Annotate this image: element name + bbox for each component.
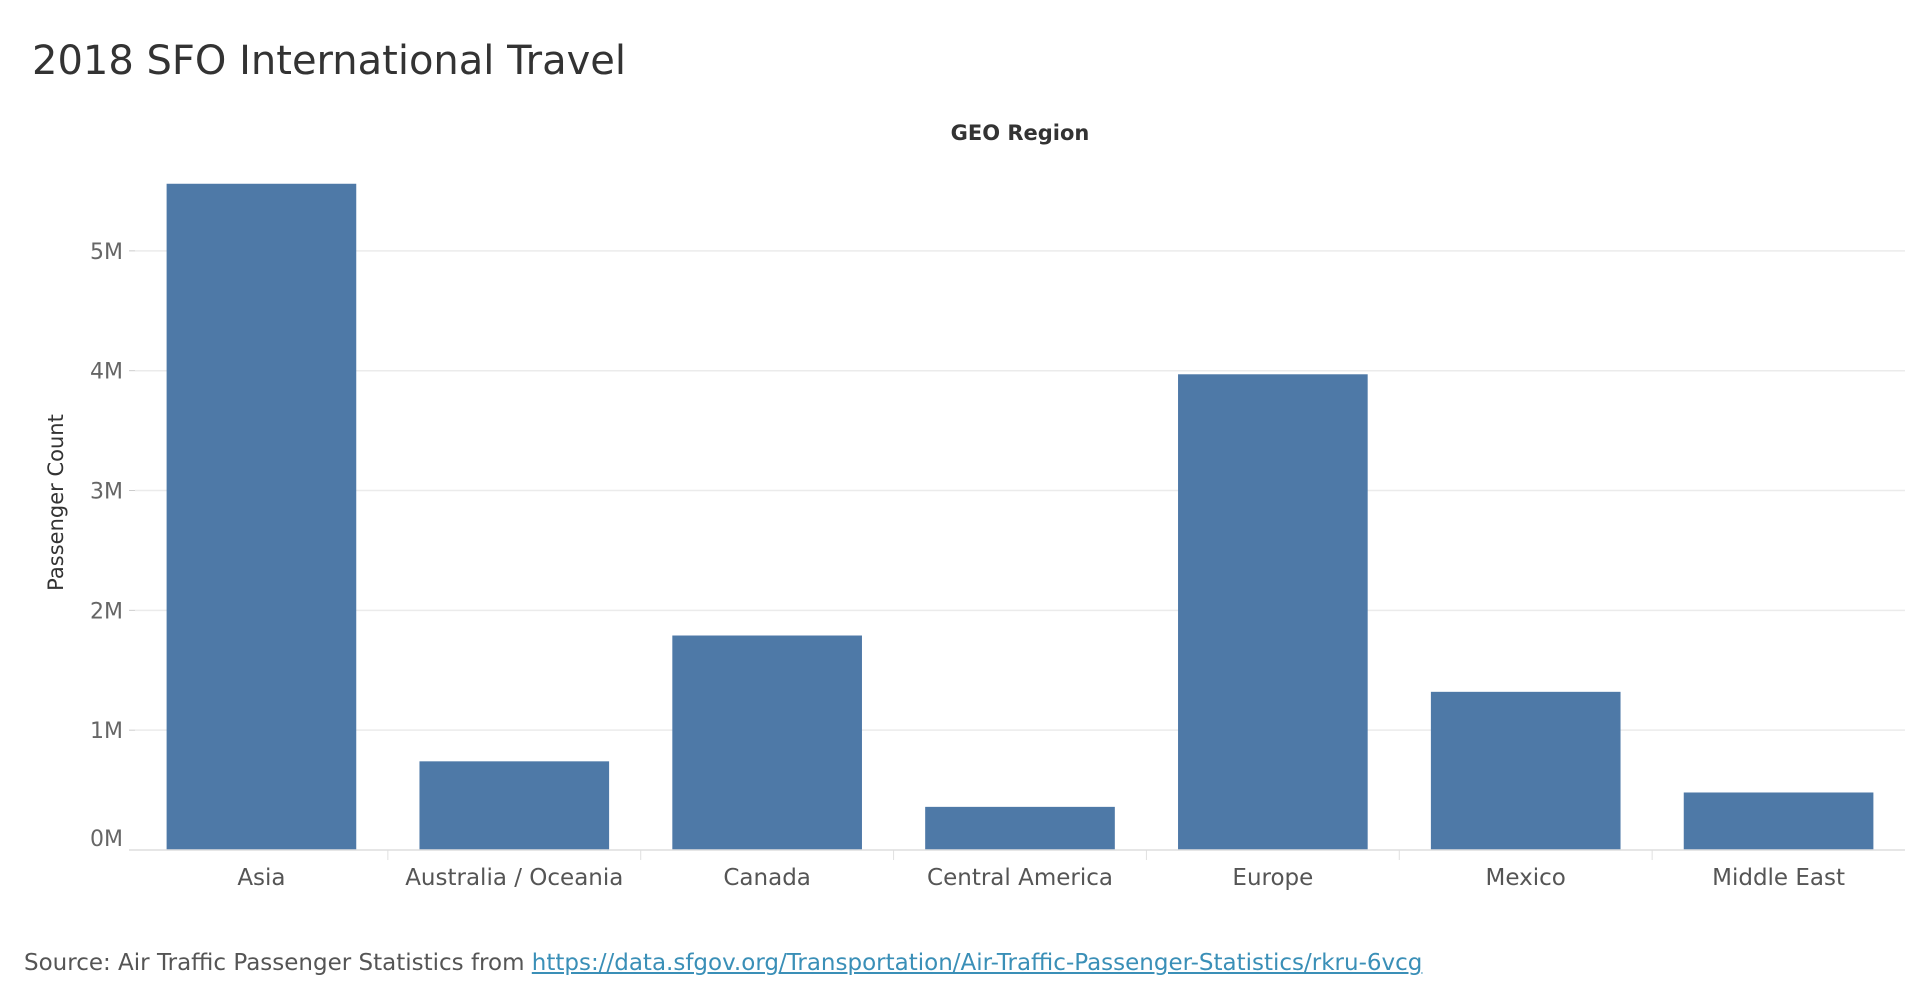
x-category-label: Middle East bbox=[1712, 865, 1845, 891]
y-axis-title: Passenger Count bbox=[44, 414, 68, 591]
bar-australia-oceania[interactable] bbox=[419, 761, 610, 850]
bar-europe[interactable] bbox=[1178, 374, 1368, 850]
x-category-label: Central America bbox=[927, 865, 1113, 891]
bar-chart: 0M 1M 2M 3M 4M 5M Asia Australia / Oceania Cana… bbox=[44, 121, 1905, 891]
y-axis-ticks: 0M 1M 2M 3M 4M 5M bbox=[90, 240, 135, 852]
column-header: GEO Region bbox=[951, 121, 1090, 145]
x-category-label: Mexico bbox=[1486, 865, 1566, 891]
y-tick-label: 1M bbox=[90, 719, 123, 744]
source-link[interactable]: https://data.sfgov.org/Transportation/Ai… bbox=[531, 950, 1423, 976]
x-category-label: Asia bbox=[237, 865, 285, 891]
bar-middle-east[interactable] bbox=[1683, 792, 1874, 850]
y-tick-label: 3M bbox=[90, 480, 123, 505]
y-tick-label: 5M bbox=[90, 240, 123, 265]
bar-asia[interactable] bbox=[166, 183, 357, 851]
source-prefix: Source: Air Traffic Passenger Statistics… bbox=[24, 950, 532, 976]
gridlines bbox=[135, 250, 1905, 731]
y-tick-label: 2M bbox=[90, 599, 123, 624]
x-category-label: Australia / Oceania bbox=[405, 865, 623, 891]
y-tick-label: 4M bbox=[90, 360, 123, 385]
bar-mexico[interactable] bbox=[1430, 691, 1621, 850]
bars bbox=[166, 183, 1874, 851]
x-axis-labels: Asia Australia / Oceania Canada Central Ame… bbox=[237, 850, 1845, 891]
source-note: Source: Air Traffic Passenger Statistics… bbox=[24, 950, 1422, 976]
x-category-label: Canada bbox=[723, 865, 811, 891]
y-tick-label: 0M bbox=[90, 827, 123, 852]
bar-canada[interactable] bbox=[672, 635, 862, 850]
chart-title: 2018 SFO International Travel bbox=[32, 38, 627, 84]
x-category-label: Europe bbox=[1232, 865, 1313, 891]
bar-central-america[interactable] bbox=[925, 806, 1115, 850]
